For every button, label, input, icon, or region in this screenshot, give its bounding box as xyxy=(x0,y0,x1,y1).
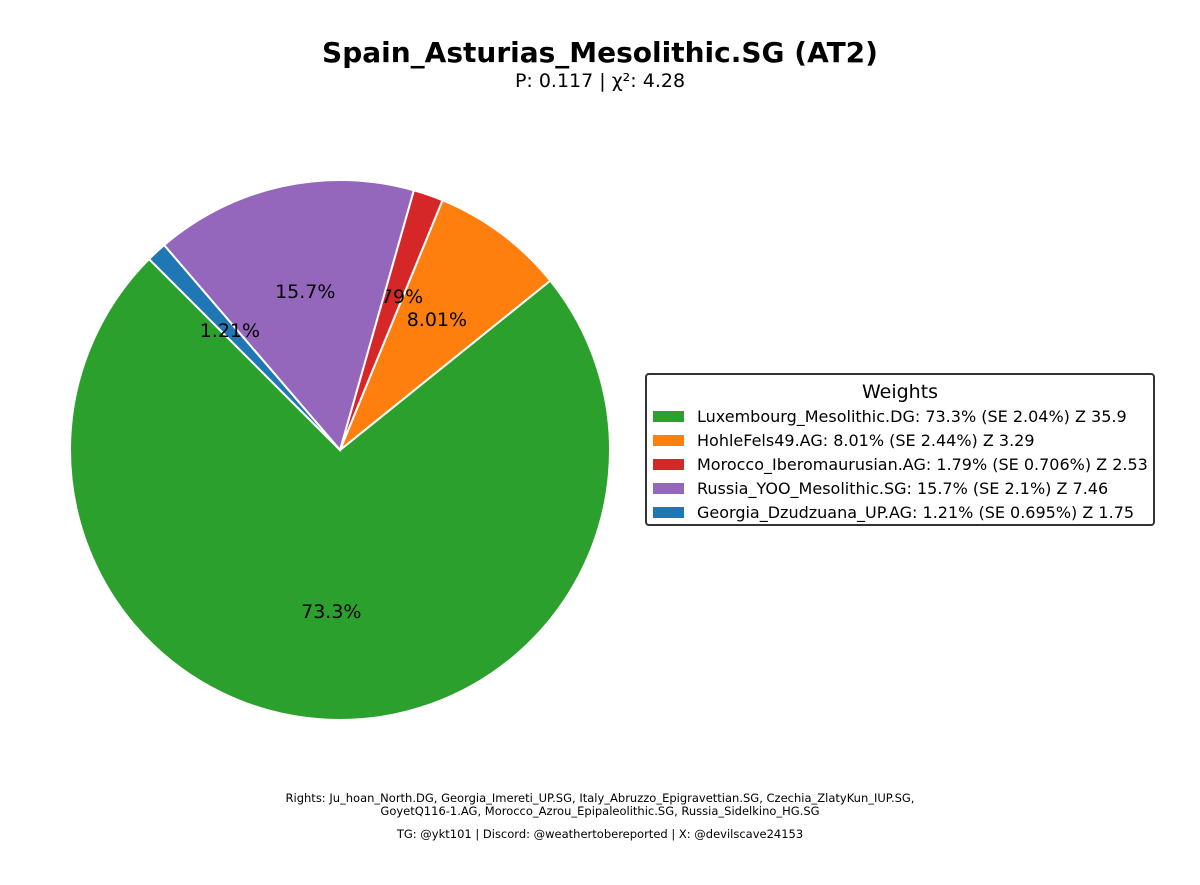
legend: Weights Luxembourg_Mesolithic.DG: 73.3% … xyxy=(645,373,1155,526)
legend-swatch xyxy=(653,482,684,494)
contacts-footer: TG: @ykt101 | Discord: @weathertoberepor… xyxy=(396,827,804,841)
legend-swatch xyxy=(653,458,684,470)
legend-label: Russia_YOO_Mesolithic.SG: 15.7% (SE 2.1%… xyxy=(697,478,1109,498)
legend-label: Luxembourg_Mesolithic.DG: 73.3% (SE 2.04… xyxy=(697,407,1127,427)
legend-swatch xyxy=(653,506,684,518)
pie-slice-label: 73.3% xyxy=(301,601,361,623)
legend-swatch xyxy=(653,411,684,423)
pie-slice xyxy=(147,243,341,451)
rights-footer: Rights: Ju_hoan_North.DG, Georgia_Imeret… xyxy=(0,792,1200,818)
legend-label: HohleFels49.AG: 8.01% (SE 2.44%) Z 3.29 xyxy=(697,431,1035,451)
legend-item: Georgia_Dzudzuana_UP.AG: 1.21% (SE 0.695… xyxy=(647,500,1153,524)
pie-slice xyxy=(339,198,552,451)
pie-slice xyxy=(69,257,611,721)
pie-slice-label: 1.21% xyxy=(200,320,260,342)
legend-item: HohleFels49.AG: 8.01% (SE 2.44%) Z 3.29 xyxy=(647,429,1153,453)
rights-line: Rights: Ju_hoan_North.DG, Georgia_Imeret… xyxy=(285,791,915,805)
pie-slice-label: 8.01% xyxy=(407,309,467,331)
legend-title: Weights xyxy=(861,381,939,403)
pie-slice xyxy=(162,179,416,453)
legend-swatch xyxy=(653,435,684,447)
legend-label: Georgia_Dzudzuana_UP.AG: 1.21% (SE 0.695… xyxy=(697,502,1135,522)
legend-label: Morocco_Iberomaurusian.AG: 1.79% (SE 0.7… xyxy=(697,454,1148,474)
legend-item: Morocco_Iberomaurusian.AG: 1.79% (SE 0.7… xyxy=(647,453,1153,477)
legend-item: Russia_YOO_Mesolithic.SG: 15.7% (SE 2.1%… xyxy=(647,476,1153,500)
chart-title: Spain_Asturias_Mesolithic.SG (AT2) xyxy=(322,36,878,69)
legend-item: Luxembourg_Mesolithic.DG: 73.3% (SE 2.04… xyxy=(647,405,1153,429)
pie-slice-label: 15.7% xyxy=(275,281,335,303)
chart-subtitle: P: 0.117 | χ²: 4.28 xyxy=(514,70,686,92)
rights-line: GoyetQ116-1.AG, Morocco_Azrou_Epipaleoli… xyxy=(380,804,820,818)
